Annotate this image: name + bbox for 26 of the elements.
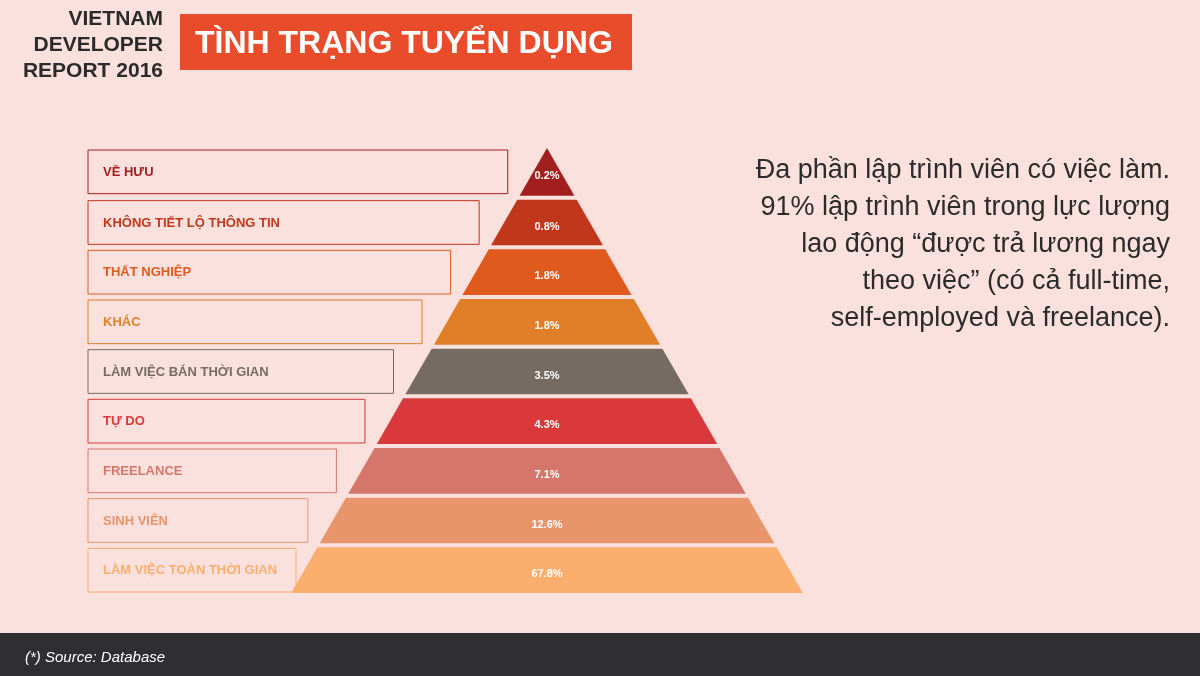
- text: Đa phần lập trình viên có việc làm.: [755, 154, 1170, 184]
- category-label: TỰ DO: [103, 413, 145, 429]
- text: lao động “được trả lương ngay: [801, 228, 1171, 258]
- data-label: 7.1%: [534, 467, 560, 480]
- text: (*) Source: Database: [25, 648, 166, 665]
- data-label: 0.8%: [534, 219, 560, 232]
- category-label: LÀM VIỆC TOÀN THỜI GIAN: [103, 562, 278, 578]
- text: 91% lập trình viên trong lực lượng: [760, 191, 1170, 221]
- data-label: 4.3%: [534, 418, 560, 431]
- data-label: 1.8%: [534, 318, 560, 331]
- data-label: 0.2%: [534, 168, 560, 181]
- data-label: 1.8%: [534, 269, 560, 282]
- category-label: LÀM VIỆC BÁN THỜI GIAN: [103, 363, 269, 379]
- category-label: SINH VIÊN: [103, 512, 169, 528]
- category-label: KHÁC: [103, 313, 142, 329]
- category-label: KHÔNG TIẾT LỘ THÔNG TIN: [103, 214, 280, 230]
- text: TÌNH TRẠNG TUYỂN DỤNG: [195, 24, 613, 60]
- text: self-employed và freelance).: [830, 302, 1170, 332]
- category-label: VỀ HƯU: [103, 163, 154, 179]
- data-label: 3.5%: [534, 368, 560, 381]
- category-label: FREELANCE: [103, 462, 183, 478]
- category-label: THẤT NGHIỆP: [103, 264, 192, 280]
- text: VIETNAM DEVELOPER REPORT 2016: [22, 6, 163, 81]
- data-label: 67.8%: [531, 567, 563, 580]
- data-label: 12.6%: [531, 517, 563, 530]
- text: theo việc” (có cả full-time,: [862, 265, 1170, 295]
